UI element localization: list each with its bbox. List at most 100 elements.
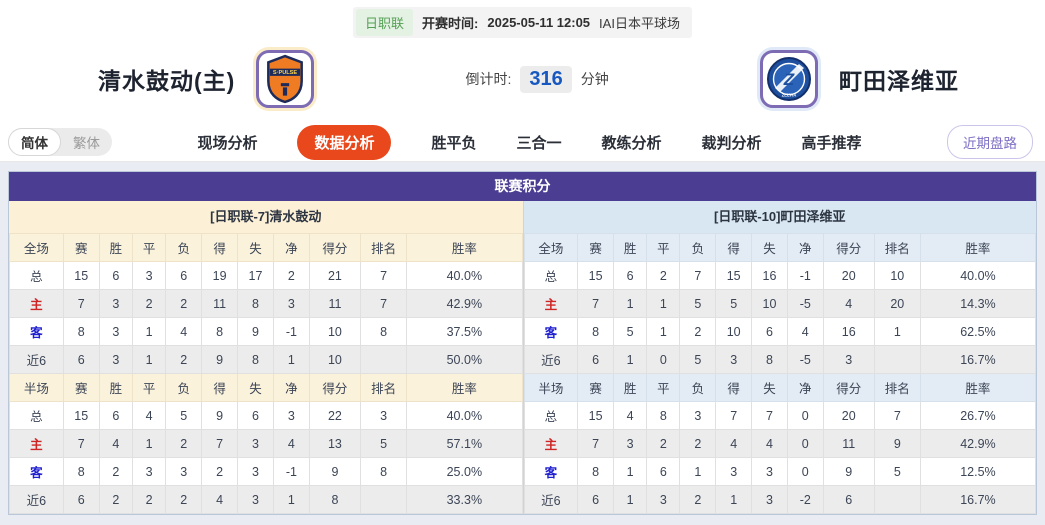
stats-row: 主 7 3 2 2 11 8 3 11 7 42.9% — [9, 289, 523, 318]
table-area: 联赛积分 [日职联-7]清水鼓动 全场赛胜平负得失净得分 排名 胜率总 15 6 3 6 19 1… — [0, 162, 1045, 525]
stats-row: 主 7 1 1 5 5 10 -5 4 20 14.3% — [523, 289, 1037, 318]
svg-text:S·PULSE: S·PULSE — [273, 70, 298, 76]
stat-cell: 10 — [873, 261, 921, 290]
stat-cell: 8 — [237, 345, 274, 374]
stat-cell: 20 — [873, 289, 921, 318]
stat-cell: 15 — [62, 261, 100, 290]
recent-trend-button[interactable]: 近期盘路 — [947, 125, 1033, 159]
lang-simplified[interactable]: 简体 — [8, 128, 61, 156]
col-header: 净 — [272, 373, 310, 402]
home-team-stats-half: [日职联-7]清水鼓动 全场赛胜平负得失净得分 排名 胜率总 15 6 3 6 19 17 2 21 7… — [9, 201, 523, 514]
stat-cell: 12.5% — [919, 457, 1037, 486]
stat-cell: 5 — [679, 345, 717, 374]
stat-cell: 8 — [308, 485, 362, 514]
league-points-table: 联赛积分 [日职联-7]清水鼓动 全场赛胜平负得失净得分 排名 胜率总 15 6 3 6 19 1… — [8, 171, 1037, 515]
stat-cell: 1 — [131, 429, 167, 458]
stat-cell: 1 — [272, 485, 310, 514]
col-header: 赛 — [577, 233, 614, 262]
stat-cell: 10 — [308, 345, 362, 374]
svg-text:ZELVIA: ZELVIA — [782, 93, 797, 98]
stat-cell: 7 — [577, 429, 614, 458]
stat-cell: 9 — [201, 345, 239, 374]
col-header: 胜率 — [919, 233, 1037, 262]
col-header: 胜 — [98, 233, 134, 262]
stat-cell: 7 — [873, 401, 921, 430]
col-header: 赛 — [577, 373, 614, 402]
stats-row: 总 15 4 8 3 7 7 0 20 7 26.7% — [523, 401, 1037, 430]
col-header: 排名 — [360, 233, 408, 262]
stat-cell: -1 — [272, 317, 310, 346]
stat-cell: 4 — [715, 429, 753, 458]
tab-win-draw-lose[interactable]: 胜平负 — [431, 134, 477, 152]
row-label: 总 — [523, 261, 579, 290]
stat-cell: 3 — [237, 457, 274, 486]
stat-cell: 10 — [715, 317, 753, 346]
stat-cell: 3 — [715, 457, 753, 486]
stat-cell: 6 — [612, 261, 648, 290]
stat-cell: 0 — [786, 401, 824, 430]
stat-cell: 3 — [272, 289, 310, 318]
stat-cell: 57.1% — [406, 429, 523, 458]
stat-cell: 8 — [62, 317, 100, 346]
col-header: 排名 — [360, 373, 408, 402]
stat-cell: -1 — [786, 261, 824, 290]
tab-data-analysis[interactable]: 数据分析 — [297, 124, 392, 160]
col-header: 胜 — [98, 373, 134, 402]
team-standings-header: [日职联-10]町田泽维亚 — [523, 201, 1036, 233]
top-info-wrap: 日职联 开赛时间: 2025-05-11 12:05 IAI日本平球场 — [0, 0, 1045, 38]
scope-header: 半场 — [523, 373, 579, 402]
tab-coach-analysis[interactable]: 教练分析 — [601, 134, 662, 152]
stat-cell: 2 — [201, 457, 239, 486]
tab-referee-analysis[interactable]: 裁判分析 — [701, 134, 762, 152]
scope-header: 全场 — [523, 233, 579, 262]
stat-cell: 7 — [577, 289, 614, 318]
stat-cell: 2 — [679, 317, 717, 346]
countdown-label: 倒计时: — [465, 71, 512, 87]
stat-cell: 20 — [822, 401, 875, 430]
tab-live-analysis[interactable]: 现场分析 — [197, 134, 258, 152]
row-label: 主 — [523, 289, 579, 318]
stats-row: 总 15 6 2 7 15 16 -1 20 10 40.0% — [523, 261, 1037, 290]
tab-expert-picks[interactable]: 高手推荐 — [801, 134, 862, 152]
tab-three-in-one[interactable]: 三合一 — [516, 134, 562, 152]
stat-cell: 5 — [679, 289, 717, 318]
stat-cell: 2 — [679, 485, 717, 514]
stat-cell: 3 — [272, 401, 310, 430]
row-label: 主 — [523, 429, 579, 458]
lang-traditional[interactable]: 繁体 — [73, 136, 100, 151]
col-header: 胜率 — [919, 373, 1037, 402]
stat-cell: 2 — [131, 289, 167, 318]
col-header: 失 — [237, 373, 274, 402]
svg-text:Z: Z — [783, 70, 795, 89]
stat-cell: -5 — [786, 345, 824, 374]
stat-cell: 6 — [822, 485, 875, 514]
stat-cell: 2 — [679, 429, 717, 458]
stat-cell: 3 — [612, 429, 648, 458]
scope-header: 半场 — [9, 373, 64, 402]
stat-cell: 7 — [715, 401, 753, 430]
stat-cell: 8 — [360, 457, 408, 486]
stat-cell: 1 — [272, 345, 310, 374]
stat-cell: 6 — [577, 485, 614, 514]
stat-cell: 2 — [272, 261, 310, 290]
stats-row: 主 7 3 2 2 4 4 0 11 9 42.9% — [523, 429, 1037, 458]
stat-cell: 0 — [646, 345, 681, 374]
stat-cell: 9 — [201, 401, 239, 430]
stat-cell: 7 — [360, 289, 408, 318]
col-header: 得 — [201, 233, 239, 262]
col-header: 得 — [201, 373, 239, 402]
col-header: 失 — [751, 233, 788, 262]
stat-cell: 4 — [272, 429, 310, 458]
stat-cell: 3 — [98, 289, 134, 318]
kickoff-label: 开赛时间: — [422, 16, 479, 31]
stat-cell: 1 — [646, 289, 681, 318]
row-label: 近6 — [523, 485, 579, 514]
stat-cell: 42.9% — [919, 429, 1037, 458]
stat-cell: 3 — [751, 457, 788, 486]
col-header: 负 — [679, 233, 717, 262]
stat-cell: 3 — [98, 345, 134, 374]
stat-cell: -5 — [786, 289, 824, 318]
stat-cell: 1 — [679, 457, 717, 486]
stat-cell: 8 — [62, 457, 100, 486]
away-team-stats-half: [日职联-10]町田泽维亚 全场赛胜平负得失净得分 排名 胜率总 15 6 2 7 15 16 -1… — [522, 201, 1037, 514]
